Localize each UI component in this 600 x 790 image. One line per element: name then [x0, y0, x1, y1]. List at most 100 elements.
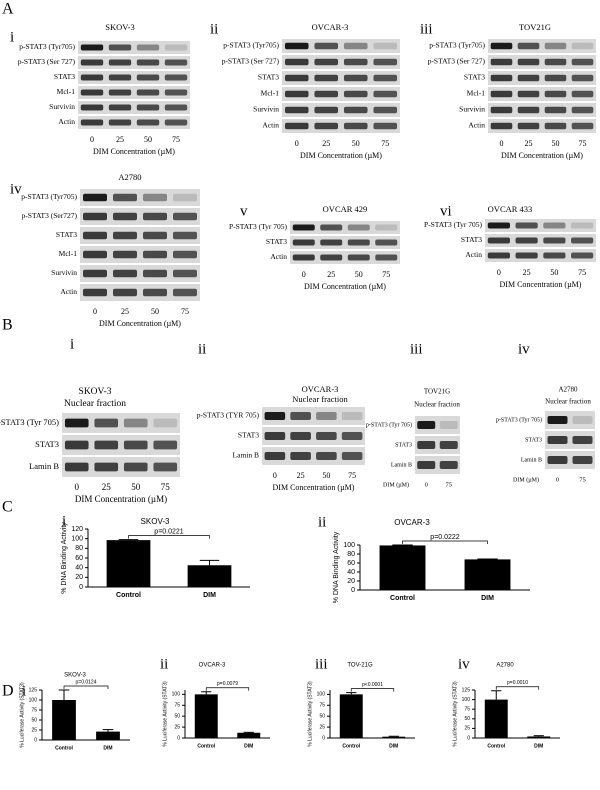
- blot-title: OVCAR 433: [488, 204, 533, 214]
- blot-strip: [488, 55, 596, 69]
- y-tick-label: 0: [351, 587, 355, 594]
- y-tick-label: 100: [343, 542, 355, 549]
- row-label: STAT3: [258, 73, 279, 82]
- section-label: C: [2, 499, 13, 516]
- row-label: STAT3: [525, 437, 542, 443]
- band: [375, 254, 398, 261]
- band: [373, 42, 398, 50]
- row-label: STAT3: [395, 442, 412, 448]
- band: [373, 122, 398, 130]
- y-tick-label: 25: [464, 726, 470, 732]
- band: [173, 269, 197, 278]
- band: [543, 237, 566, 244]
- y-tick-label: 75: [319, 703, 325, 709]
- band: [373, 90, 398, 98]
- blot-strip: [80, 246, 200, 263]
- blot-strip: [80, 265, 200, 282]
- blot-strip: [282, 103, 400, 117]
- band: [173, 231, 197, 240]
- band: [571, 252, 594, 259]
- bar: [464, 559, 511, 590]
- band: [517, 90, 540, 98]
- blot-title: TOV21G: [519, 22, 551, 32]
- lane-label: 25: [327, 270, 335, 279]
- significance-bracket: [350, 688, 395, 692]
- band: [113, 231, 137, 240]
- band: [314, 122, 339, 130]
- band: [80, 44, 104, 51]
- row-label: Mcl-1: [261, 89, 280, 98]
- lane-label: 75: [381, 139, 389, 148]
- panel-numeral: iii: [315, 656, 328, 672]
- band: [314, 90, 339, 98]
- y-tick-label: 100: [29, 697, 38, 703]
- band: [94, 462, 119, 472]
- band: [264, 432, 286, 440]
- row-label: p-STAT3 (Tyr705): [429, 41, 485, 50]
- band: [375, 224, 398, 231]
- chart-title: OVCAR-3: [199, 663, 226, 669]
- chart-title: TOV-21G: [347, 663, 373, 669]
- band: [83, 193, 107, 202]
- y-axis-label: % Luciferase Activity (STAT3): [19, 682, 25, 748]
- y-tick-label: 0: [79, 584, 83, 591]
- blot-strip: [62, 435, 180, 455]
- y-tick-label: 75: [31, 707, 37, 713]
- chart-title: A2780: [496, 663, 514, 669]
- band: [64, 440, 89, 450]
- blot-strip: [262, 407, 365, 425]
- blot-title: A2780: [118, 172, 141, 182]
- chart-title: OVCAR-3: [394, 518, 430, 527]
- band: [547, 416, 568, 424]
- x-tick-label: Control: [390, 595, 415, 602]
- bar: [96, 731, 120, 740]
- row-label: STAT3: [54, 72, 75, 81]
- lane-label: 25: [525, 139, 533, 148]
- band: [571, 74, 594, 82]
- band: [373, 106, 398, 114]
- band: [292, 224, 315, 231]
- blot-xlabel: DIM Concentration (µM): [501, 151, 583, 160]
- band: [515, 252, 538, 259]
- panel-numeral: i: [70, 336, 74, 352]
- band: [136, 119, 160, 126]
- band: [164, 44, 188, 51]
- y-tick-label: 50: [174, 714, 180, 720]
- blot-xlabel: DIM Concentration (µM): [273, 483, 355, 492]
- band: [314, 58, 339, 66]
- lane-label: 50: [552, 139, 560, 148]
- row-label: Actin: [468, 121, 485, 130]
- band: [343, 122, 368, 130]
- section-label: D: [2, 683, 14, 700]
- significance-bracket: [495, 686, 540, 690]
- lane-label: 25: [102, 482, 112, 492]
- lane-label: 50: [131, 482, 141, 492]
- lane-label: 75: [446, 481, 453, 488]
- band: [347, 239, 370, 246]
- y-tick-label: 100: [172, 692, 181, 698]
- y-tick-label: 0: [34, 737, 37, 743]
- blot-strip: [290, 251, 400, 264]
- band: [164, 74, 188, 81]
- blot-strip: [488, 71, 596, 85]
- row-label: p-STAT3 (Ser 727): [428, 57, 486, 66]
- blot-strip: [545, 411, 595, 429]
- bar: [187, 565, 232, 587]
- blot-strip: [545, 451, 595, 469]
- panel-numeral: ii: [198, 341, 206, 357]
- band: [343, 58, 368, 66]
- row-label: STAT3: [238, 431, 259, 440]
- band: [320, 224, 343, 231]
- row-label: Actin: [58, 117, 75, 126]
- section-label: B: [2, 317, 13, 334]
- band: [136, 59, 160, 66]
- bar: [382, 736, 406, 738]
- blot-strip: [262, 427, 365, 445]
- band: [490, 58, 513, 66]
- lane-label: 25: [116, 135, 124, 144]
- lane-label: 25: [322, 139, 330, 148]
- y-tick-label: 60: [347, 560, 355, 567]
- row-label: Lamin B: [521, 457, 542, 463]
- panel-numeral: ii: [318, 514, 326, 530]
- y-tick-label: 125: [462, 687, 471, 693]
